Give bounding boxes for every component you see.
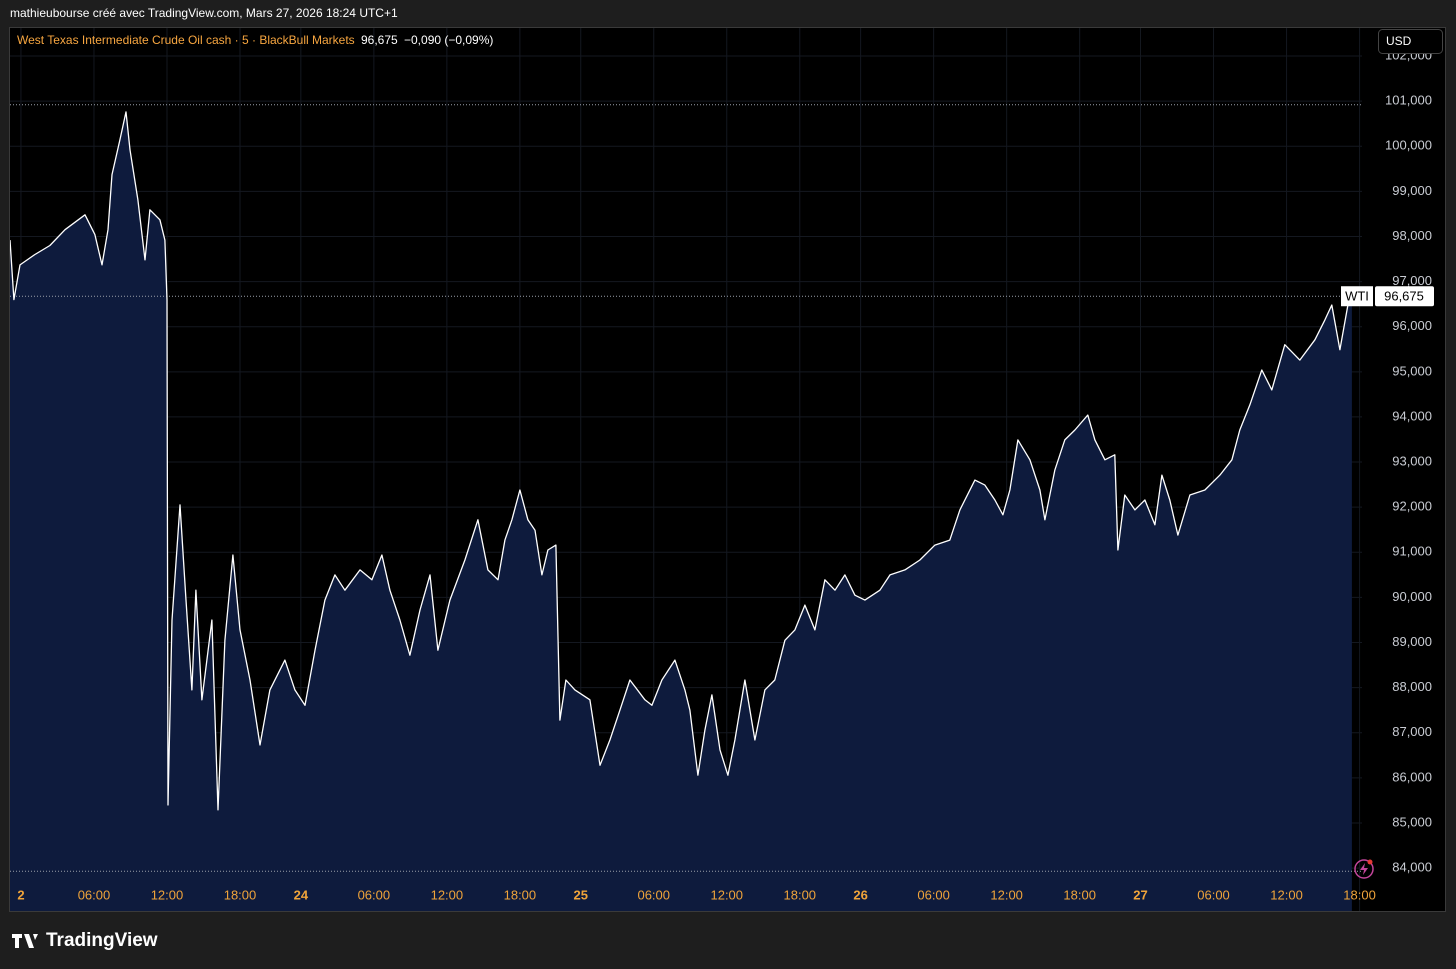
- x-tick-label: 12:00: [710, 887, 743, 902]
- alert-icon[interactable]: [1354, 859, 1374, 879]
- credit: mathieubourse créé avec TradingView.com,…: [10, 6, 398, 20]
- axes: 84,000 85,000 86,000 87,000 88,000 89,000 90,0…: [17, 47, 1434, 902]
- price-tag-label: 96,675: [1384, 289, 1424, 304]
- currency[interactable]: USD: [1386, 34, 1412, 48]
- x-tick-label: 2: [17, 887, 24, 902]
- price-tag: [1375, 286, 1434, 307]
- y-tick-label: 90,000: [1392, 589, 1432, 604]
- x-tick-label: 24: [294, 887, 309, 902]
- y-tick-label: 98,000: [1392, 228, 1432, 243]
- x-tick-label: 12:00: [431, 887, 464, 902]
- x-tick-label: 18:00: [1063, 887, 1096, 902]
- y-tick-label: 93,000: [1392, 453, 1432, 468]
- chart-title: West Texas Intermediate Crude Oil cash ·…: [17, 33, 355, 47]
- y-tick-label: 96,000: [1392, 318, 1432, 333]
- last-price: 96,675: [361, 33, 398, 47]
- y-tick-label: 92,000: [1392, 499, 1432, 514]
- x-tick-label: 18:00: [784, 887, 817, 902]
- x-tick-label: 06:00: [637, 887, 670, 902]
- symbol-label: WTI: [1345, 289, 1369, 304]
- x-tick-label: 06:00: [358, 887, 391, 902]
- x-tick-label: 12:00: [1270, 887, 1303, 902]
- y-tick-label: 97,000: [1392, 273, 1432, 288]
- y-tick-label: 87,000: [1392, 724, 1432, 739]
- y-tick-label: 101,000: [1385, 93, 1432, 108]
- x-tick-label: 12:00: [990, 887, 1023, 902]
- x-tick-label: 06:00: [917, 887, 950, 902]
- y-tick-label: 95,000: [1392, 363, 1432, 378]
- x-tick-label: 25: [574, 887, 588, 902]
- y-tick-label: 94,000: [1392, 408, 1432, 423]
- x-tick-label: 18:00: [1343, 887, 1376, 902]
- y-tick-label: 99,000: [1392, 183, 1432, 198]
- y-tick-label: 86,000: [1392, 769, 1432, 784]
- y-tick-label: 89,000: [1392, 634, 1432, 649]
- brand-logo: [12, 934, 38, 948]
- x-tick-label: 12:00: [151, 887, 184, 902]
- x-tick-label: 18:00: [224, 887, 257, 902]
- currency-box[interactable]: [1378, 29, 1443, 54]
- x-tick-label: 06:00: [1197, 887, 1230, 902]
- x-tick-label: 27: [1133, 887, 1147, 902]
- y-tick-label: 84,000: [1392, 860, 1432, 875]
- area: [10, 111, 1352, 911]
- price-line: [10, 111, 1353, 811]
- series-layer: [10, 104, 1362, 911]
- y-tick-label: 88,000: [1392, 679, 1432, 694]
- price-change: −0,090 (−0,09%): [404, 33, 493, 47]
- x-tick-label: 26: [853, 887, 867, 902]
- x-tick-label: 06:00: [78, 887, 111, 902]
- symbol-tag: [1341, 286, 1373, 307]
- brand: TradingView: [46, 930, 158, 951]
- y-tick-label: 91,000: [1392, 544, 1432, 559]
- x-tick-label: 18:00: [504, 887, 537, 902]
- y-tick-label: 100,000: [1385, 138, 1432, 153]
- y-tick-label: 85,000: [1392, 814, 1432, 829]
